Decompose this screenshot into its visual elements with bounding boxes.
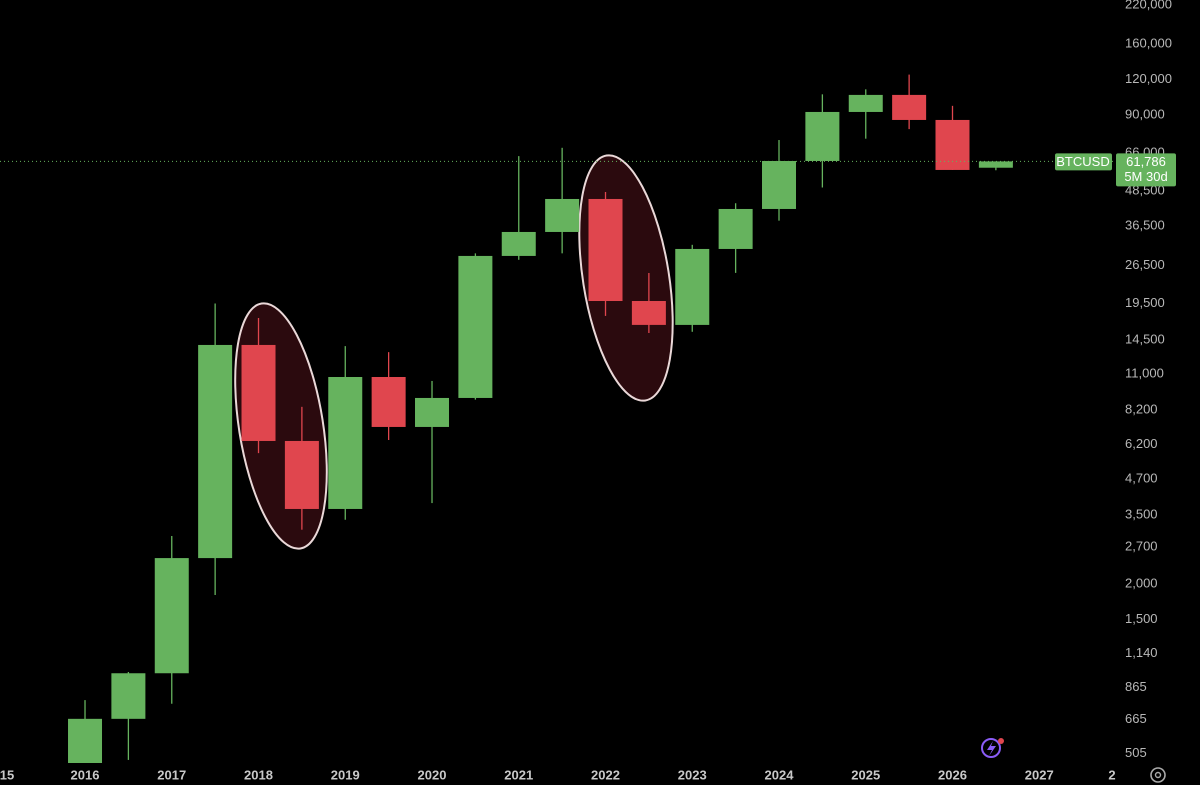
y-tick-label: 865 (1125, 679, 1147, 694)
x-tick-label: 2017 (157, 767, 186, 782)
candle-body (328, 376, 363, 509)
candle-body (892, 94, 927, 120)
candle-body (284, 440, 319, 509)
y-tick-label: 19,500 (1125, 295, 1165, 310)
icon-bolt (987, 741, 996, 756)
x-tick-label: 2027 (1025, 767, 1054, 782)
candle-body (718, 208, 753, 249)
x-tick-label: 2026 (938, 767, 967, 782)
candle-body (111, 673, 146, 719)
y-tick-label: 220,000 (1125, 0, 1172, 11)
gear-outer (1150, 767, 1166, 783)
y-tick-label: 2,000 (1125, 576, 1158, 591)
y-tick-label: 1,140 (1125, 645, 1158, 660)
price-badge (1116, 153, 1176, 187)
y-tick-label: 8,200 (1125, 402, 1158, 417)
y-tick-label: 90,000 (1125, 107, 1165, 122)
y-tick-label: 505 (1125, 745, 1147, 760)
y-tick-label: 6,200 (1125, 436, 1158, 451)
y-tick-label: 160,000 (1125, 36, 1172, 51)
x-tick-label: 2025 (851, 767, 880, 782)
candle-body (501, 231, 536, 256)
countdown-label: 5M 30d (1124, 169, 1167, 184)
x-tick-label: 2016 (71, 767, 100, 782)
candle-body (545, 198, 580, 232)
assistant-icon[interactable] (981, 738, 1004, 758)
x-tick-label: 2023 (678, 767, 707, 782)
x-tick-label: 2019 (331, 767, 360, 782)
candle-body (241, 344, 276, 441)
candle-body (371, 376, 406, 427)
candle-body (848, 94, 883, 112)
candle-body (675, 248, 710, 325)
candle-body (458, 255, 493, 398)
icon-ring (981, 738, 1001, 758)
candle-body (154, 558, 189, 674)
icon-dot (998, 738, 1004, 744)
candle-body (588, 198, 623, 302)
x-tick-label: 2 (1108, 767, 1115, 782)
y-tick-label: 2,700 (1125, 539, 1158, 554)
x-tick-label: 2024 (765, 767, 795, 782)
candle-body (805, 111, 840, 161)
axes: 505 665 865 1,140 1,500 2,000 2,700 3,500 4,700 6… (0, 0, 1176, 782)
settings-icon[interactable] (1150, 767, 1166, 783)
candle-body (978, 161, 1013, 168)
symbol-label: BTCUSD (1056, 154, 1109, 169)
candle-body (762, 160, 797, 209)
y-tick-label: 14,500 (1125, 331, 1165, 346)
candle-body (68, 718, 103, 763)
candle-body (935, 119, 970, 170)
candle-body (198, 344, 233, 559)
y-tick-label: 120,000 (1125, 71, 1172, 86)
last-price-label: 61,786 (1126, 154, 1166, 169)
plot-area (0, 74, 1122, 763)
y-tick-label: 26,500 (1125, 257, 1165, 272)
y-tick-label: 3,500 (1125, 507, 1158, 522)
gear-inner (1154, 771, 1162, 779)
symbol-badge (1055, 153, 1112, 171)
x-tick-label: 2022 (591, 767, 620, 782)
candle-body (415, 397, 450, 427)
candle-body (631, 301, 666, 325)
y-tick-label: 665 (1125, 711, 1147, 726)
y-tick-label: 1,500 (1125, 611, 1158, 626)
y-tick-label: 48,500 (1125, 183, 1165, 198)
x-tick-label: 2021 (504, 767, 533, 782)
x-tick-label: 15 (0, 767, 14, 782)
y-tick-label: 4,700 (1125, 470, 1158, 485)
y-tick-label: 36,500 (1125, 218, 1165, 233)
x-tick-label: 2018 (244, 767, 273, 782)
x-tick-label: 2020 (418, 767, 447, 782)
y-tick-label: 11,000 (1125, 365, 1164, 380)
